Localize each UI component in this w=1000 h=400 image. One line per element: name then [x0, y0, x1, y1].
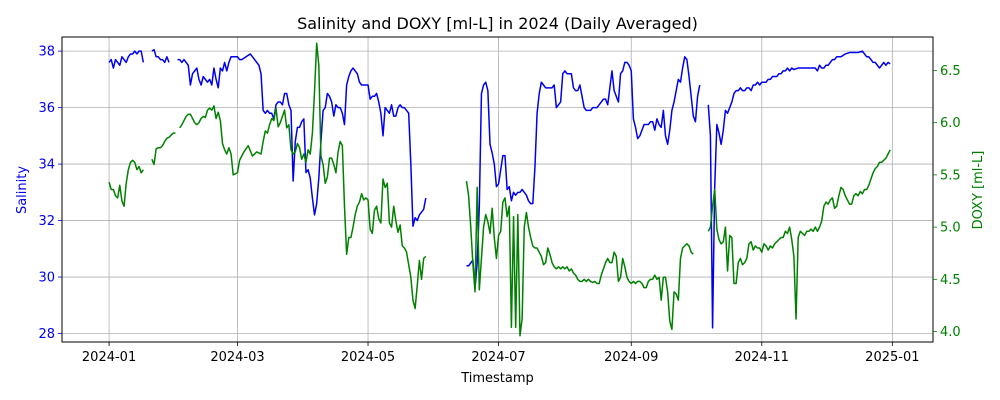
- y-left-tick-label: 38: [38, 45, 55, 60]
- y-left-tick-label: 28: [38, 327, 55, 342]
- plot-frame: [61, 36, 934, 343]
- y-right-tick-label: 6.5: [940, 64, 961, 79]
- y-right-tick-label: 6.0: [940, 116, 961, 131]
- x-tick-label: 2024-05: [341, 350, 395, 365]
- x-tick-label: 2024-07: [471, 350, 525, 365]
- x-axis: 2024-01 2024-03 2024-05 2024-07 2024-09 2024-…: [82, 342, 920, 365]
- chart-title: Salinity and DOXY [ml-L] in 2024 (Daily …: [297, 14, 698, 33]
- grid-layer: [62, 37, 933, 342]
- y-axis-left: 28 30 32 34 36 38: [38, 45, 62, 342]
- y-right-tick-label: 5.5: [940, 168, 961, 183]
- y-axis-left-title: Salinity: [15, 166, 30, 214]
- doxy-line: [151, 132, 176, 166]
- series-layer: [108, 42, 891, 337]
- salinity-line: [177, 53, 427, 227]
- salinity-line: [108, 50, 145, 69]
- y-left-tick-label: 32: [38, 214, 55, 229]
- y-axis-right-title: DOXY [ml-L]: [971, 151, 986, 230]
- y-axis-right: 4.0 4.5 5.0 5.5 6.0 6.5: [933, 64, 961, 340]
- salinity-line: [707, 50, 891, 329]
- doxy-line: [465, 181, 694, 337]
- x-tick-label: 2025-01: [865, 350, 919, 365]
- doxy-line: [179, 42, 427, 310]
- y-left-tick-label: 30: [38, 271, 55, 286]
- y-right-tick-label: 4.0: [940, 325, 961, 340]
- x-tick-label: 2024-11: [735, 350, 789, 365]
- y-right-tick-label: 5.0: [940, 221, 961, 236]
- x-tick-label: 2024-03: [210, 350, 264, 365]
- y-left-tick-label: 34: [38, 158, 55, 173]
- x-tick-label: 2024-01: [82, 350, 136, 365]
- doxy-line: [707, 149, 891, 320]
- x-tick-label: 2024-09: [604, 350, 658, 365]
- y-right-tick-label: 4.5: [940, 273, 961, 288]
- y-left-tick-label: 36: [38, 101, 55, 116]
- x-axis-title: Timestamp: [460, 371, 534, 386]
- salinity-line: [466, 56, 701, 290]
- doxy-line: [108, 159, 144, 207]
- salinity-line: [151, 48, 170, 64]
